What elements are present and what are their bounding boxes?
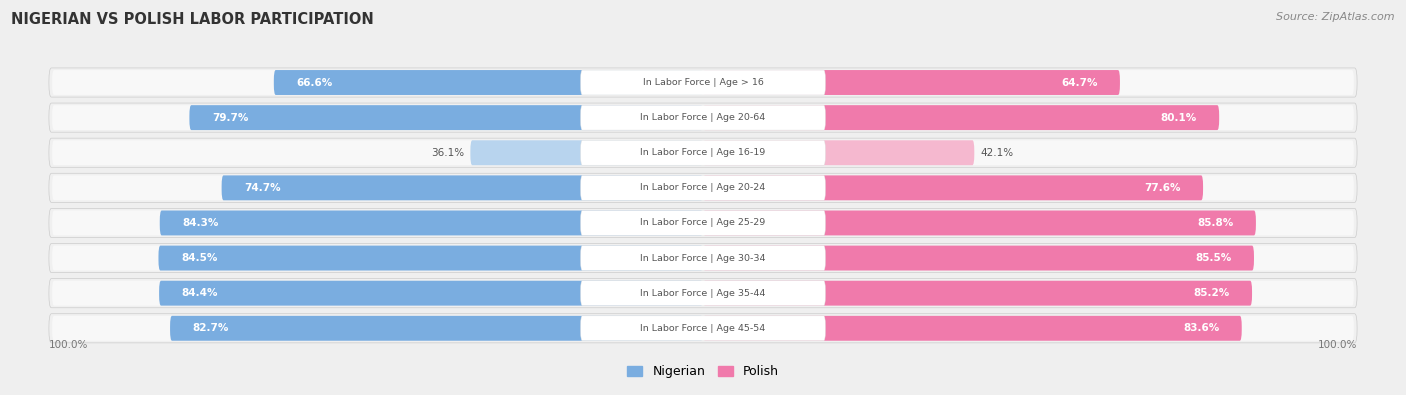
FancyBboxPatch shape xyxy=(49,243,1357,273)
FancyBboxPatch shape xyxy=(703,70,1121,95)
FancyBboxPatch shape xyxy=(581,70,825,95)
Legend: Nigerian, Polish: Nigerian, Polish xyxy=(623,360,783,384)
FancyBboxPatch shape xyxy=(703,316,1241,341)
Text: In Labor Force | Age 45-54: In Labor Force | Age 45-54 xyxy=(640,324,766,333)
FancyBboxPatch shape xyxy=(581,316,825,341)
Text: 80.1%: 80.1% xyxy=(1160,113,1197,122)
Text: In Labor Force | Age 16-19: In Labor Force | Age 16-19 xyxy=(640,148,766,157)
FancyBboxPatch shape xyxy=(222,175,703,200)
Text: NIGERIAN VS POLISH LABOR PARTICIPATION: NIGERIAN VS POLISH LABOR PARTICIPATION xyxy=(11,12,374,27)
FancyBboxPatch shape xyxy=(52,281,1354,306)
FancyBboxPatch shape xyxy=(703,211,1256,235)
FancyBboxPatch shape xyxy=(52,246,1354,271)
FancyBboxPatch shape xyxy=(52,70,1354,95)
FancyBboxPatch shape xyxy=(703,175,1204,200)
FancyBboxPatch shape xyxy=(52,211,1354,235)
Text: 74.7%: 74.7% xyxy=(245,183,281,193)
Text: 85.2%: 85.2% xyxy=(1194,288,1229,298)
Text: 85.5%: 85.5% xyxy=(1195,253,1232,263)
FancyBboxPatch shape xyxy=(703,140,974,165)
Text: Source: ZipAtlas.com: Source: ZipAtlas.com xyxy=(1277,12,1395,22)
FancyBboxPatch shape xyxy=(159,281,703,306)
Text: 84.5%: 84.5% xyxy=(181,253,218,263)
FancyBboxPatch shape xyxy=(49,68,1357,97)
FancyBboxPatch shape xyxy=(49,103,1357,132)
FancyBboxPatch shape xyxy=(52,140,1354,165)
FancyBboxPatch shape xyxy=(160,211,703,235)
FancyBboxPatch shape xyxy=(52,105,1354,130)
Text: 100.0%: 100.0% xyxy=(49,340,89,350)
FancyBboxPatch shape xyxy=(190,105,703,130)
FancyBboxPatch shape xyxy=(49,138,1357,167)
Text: 36.1%: 36.1% xyxy=(430,148,464,158)
FancyBboxPatch shape xyxy=(471,140,703,165)
Text: 84.3%: 84.3% xyxy=(183,218,219,228)
Text: In Labor Force | Age > 16: In Labor Force | Age > 16 xyxy=(643,78,763,87)
FancyBboxPatch shape xyxy=(52,316,1354,341)
FancyBboxPatch shape xyxy=(49,278,1357,308)
FancyBboxPatch shape xyxy=(49,314,1357,343)
Text: 79.7%: 79.7% xyxy=(212,113,249,122)
Text: 64.7%: 64.7% xyxy=(1062,77,1097,88)
Text: In Labor Force | Age 30-34: In Labor Force | Age 30-34 xyxy=(640,254,766,263)
FancyBboxPatch shape xyxy=(52,175,1354,200)
Text: 100.0%: 100.0% xyxy=(1317,340,1357,350)
FancyBboxPatch shape xyxy=(49,209,1357,237)
FancyBboxPatch shape xyxy=(581,105,825,130)
Text: In Labor Force | Age 35-44: In Labor Force | Age 35-44 xyxy=(640,289,766,298)
Text: 85.8%: 85.8% xyxy=(1197,218,1233,228)
FancyBboxPatch shape xyxy=(581,140,825,165)
Text: 77.6%: 77.6% xyxy=(1144,183,1181,193)
FancyBboxPatch shape xyxy=(581,246,825,271)
FancyBboxPatch shape xyxy=(581,175,825,200)
Text: In Labor Force | Age 25-29: In Labor Force | Age 25-29 xyxy=(640,218,766,228)
Text: 42.1%: 42.1% xyxy=(981,148,1014,158)
FancyBboxPatch shape xyxy=(581,281,825,306)
Text: 66.6%: 66.6% xyxy=(297,77,333,88)
FancyBboxPatch shape xyxy=(703,105,1219,130)
FancyBboxPatch shape xyxy=(581,211,825,235)
FancyBboxPatch shape xyxy=(274,70,703,95)
Text: 83.6%: 83.6% xyxy=(1182,323,1219,333)
Text: 82.7%: 82.7% xyxy=(193,323,229,333)
FancyBboxPatch shape xyxy=(703,281,1251,306)
FancyBboxPatch shape xyxy=(159,246,703,271)
FancyBboxPatch shape xyxy=(703,246,1254,271)
Text: In Labor Force | Age 20-64: In Labor Force | Age 20-64 xyxy=(640,113,766,122)
Text: In Labor Force | Age 20-24: In Labor Force | Age 20-24 xyxy=(640,183,766,192)
FancyBboxPatch shape xyxy=(170,316,703,341)
FancyBboxPatch shape xyxy=(49,173,1357,202)
Text: 84.4%: 84.4% xyxy=(181,288,218,298)
